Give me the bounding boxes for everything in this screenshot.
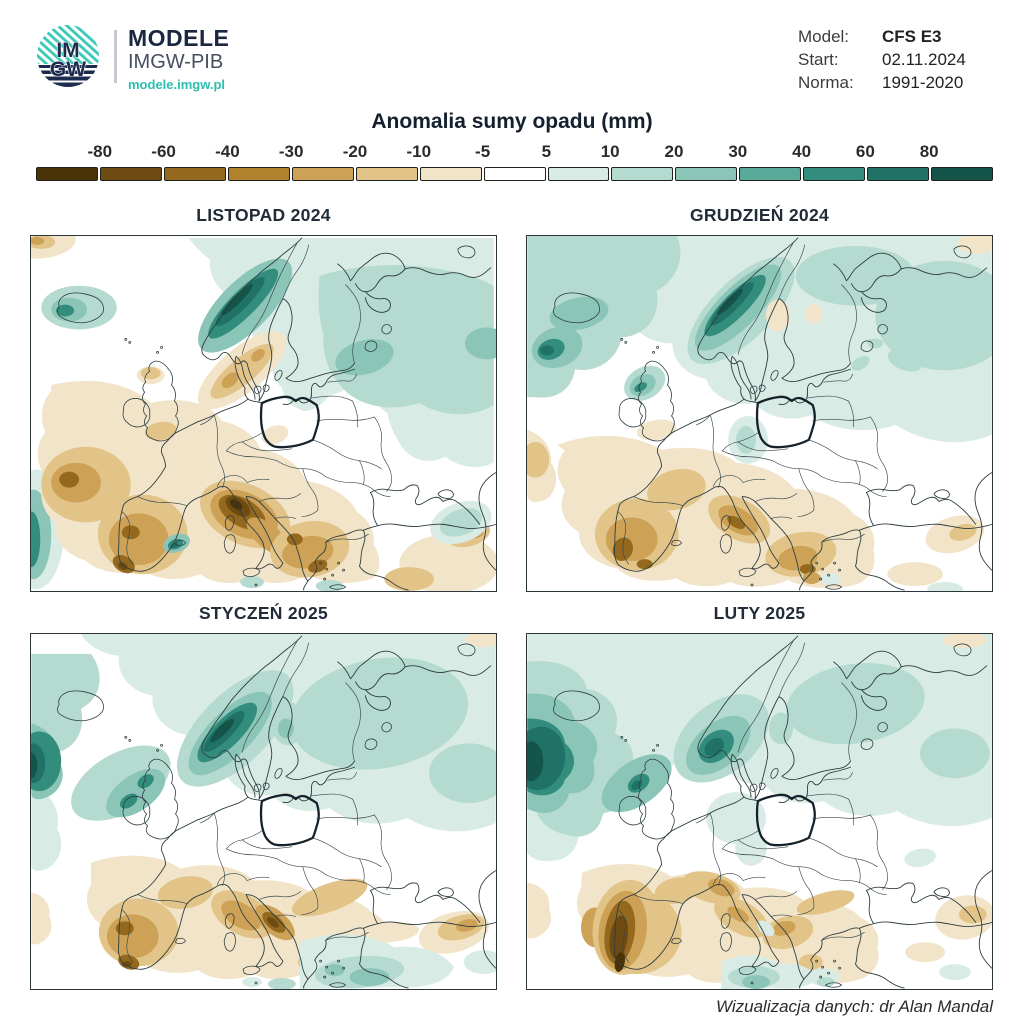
colorbar-segment bbox=[931, 167, 994, 181]
tick-label: 5 bbox=[541, 142, 552, 161]
model-meta: Model: CFS E3 Start: 02.11.2024 Norma: 1991-2… bbox=[798, 25, 974, 94]
brand-block: MODELE IMGW-PIB modele.imgw.pl bbox=[128, 26, 229, 92]
colorbar-segment bbox=[483, 167, 546, 181]
tick-label: -30 bbox=[278, 142, 304, 161]
tick-label: -20 bbox=[342, 142, 368, 161]
map-panel-luty-2025 bbox=[526, 633, 993, 990]
anomaly-map-grudzien bbox=[527, 236, 992, 591]
colorbar-segment bbox=[611, 167, 674, 181]
colorbar-segment bbox=[675, 167, 738, 181]
tick-label: 10 bbox=[600, 142, 620, 161]
colorbar-segment bbox=[867, 167, 930, 181]
colorbar-segment bbox=[99, 167, 162, 181]
meta-row: Start: 02.11.2024 bbox=[798, 48, 974, 71]
colorbar-segment bbox=[36, 167, 98, 181]
anomaly-field bbox=[527, 634, 992, 989]
map-title-grudzien: GRUDZIEŃ 2024 bbox=[689, 205, 830, 225]
colorbar-segment bbox=[291, 167, 354, 181]
meta-row: Model: CFS E3 bbox=[798, 25, 974, 48]
tick-label: -10 bbox=[406, 142, 432, 161]
legend-colorbar bbox=[36, 167, 994, 181]
meta-value: CFS E3 bbox=[882, 27, 942, 46]
tick-label: -80 bbox=[87, 142, 113, 161]
logo-divider bbox=[114, 30, 117, 83]
tick-label: 60 bbox=[855, 142, 875, 161]
logo-monogram-gw: GW bbox=[50, 58, 86, 81]
meta-label: Model: bbox=[798, 27, 850, 46]
colorbar-segment bbox=[803, 167, 866, 181]
anomaly-map-styczen bbox=[31, 634, 496, 989]
brand-subtitle: IMGW-PIB bbox=[128, 51, 224, 74]
meta-value: 02.11.2024 bbox=[882, 50, 966, 69]
meta-value: 1991-2020 bbox=[882, 73, 964, 92]
map-title-listopad: LISTOPAD 2024 bbox=[196, 205, 331, 225]
anomaly-field bbox=[31, 634, 496, 989]
footer-credit: Wizualizacja danych: dr Alan Mandal bbox=[715, 997, 993, 1016]
tick-label: 20 bbox=[664, 142, 684, 161]
brand-title: MODELE bbox=[128, 25, 230, 51]
anomaly-field bbox=[31, 236, 496, 591]
map-title-luty: LUTY 2025 bbox=[713, 603, 806, 623]
anomaly-map-luty bbox=[527, 634, 992, 989]
tick-label: 40 bbox=[792, 142, 812, 161]
colorbar-segment bbox=[227, 167, 290, 181]
map-panel-grudzien-2024 bbox=[526, 235, 993, 592]
tick-label: 80 bbox=[919, 142, 939, 161]
colorbar-segment bbox=[163, 167, 226, 181]
anomaly-field bbox=[527, 236, 992, 591]
colorbar-segment bbox=[355, 167, 418, 181]
meta-label: Start: bbox=[798, 50, 839, 69]
tick-label: -5 bbox=[475, 142, 491, 161]
legend-title: Anomalia sumy opadu (mm) bbox=[371, 110, 653, 133]
map-panel-styczen-2025 bbox=[30, 633, 497, 990]
meta-row: Norma: 1991-2020 bbox=[798, 71, 974, 94]
brand-url[interactable]: modele.imgw.pl bbox=[128, 77, 226, 93]
colorbar-segment bbox=[739, 167, 802, 181]
tick-label: -60 bbox=[151, 142, 176, 161]
colorbar-segment bbox=[547, 167, 610, 181]
tick-label: 30 bbox=[728, 142, 748, 161]
colorbar-segment bbox=[419, 167, 482, 181]
imgw-logo-icon: IM GW bbox=[37, 25, 99, 87]
anomaly-map-listopad bbox=[31, 236, 496, 591]
meta-label: Norma: bbox=[798, 73, 854, 92]
tick-label: -40 bbox=[215, 142, 240, 161]
legend-tick-labels: -80 -60 -40 -30 -20 -10 -5 5 10 20 30 40 60 80 bbox=[36, 142, 993, 162]
map-panel-listopad-2024 bbox=[30, 235, 497, 592]
logo-monogram-im: IM bbox=[56, 39, 79, 62]
map-title-styczen: STYCZEŃ 2025 bbox=[198, 603, 329, 623]
